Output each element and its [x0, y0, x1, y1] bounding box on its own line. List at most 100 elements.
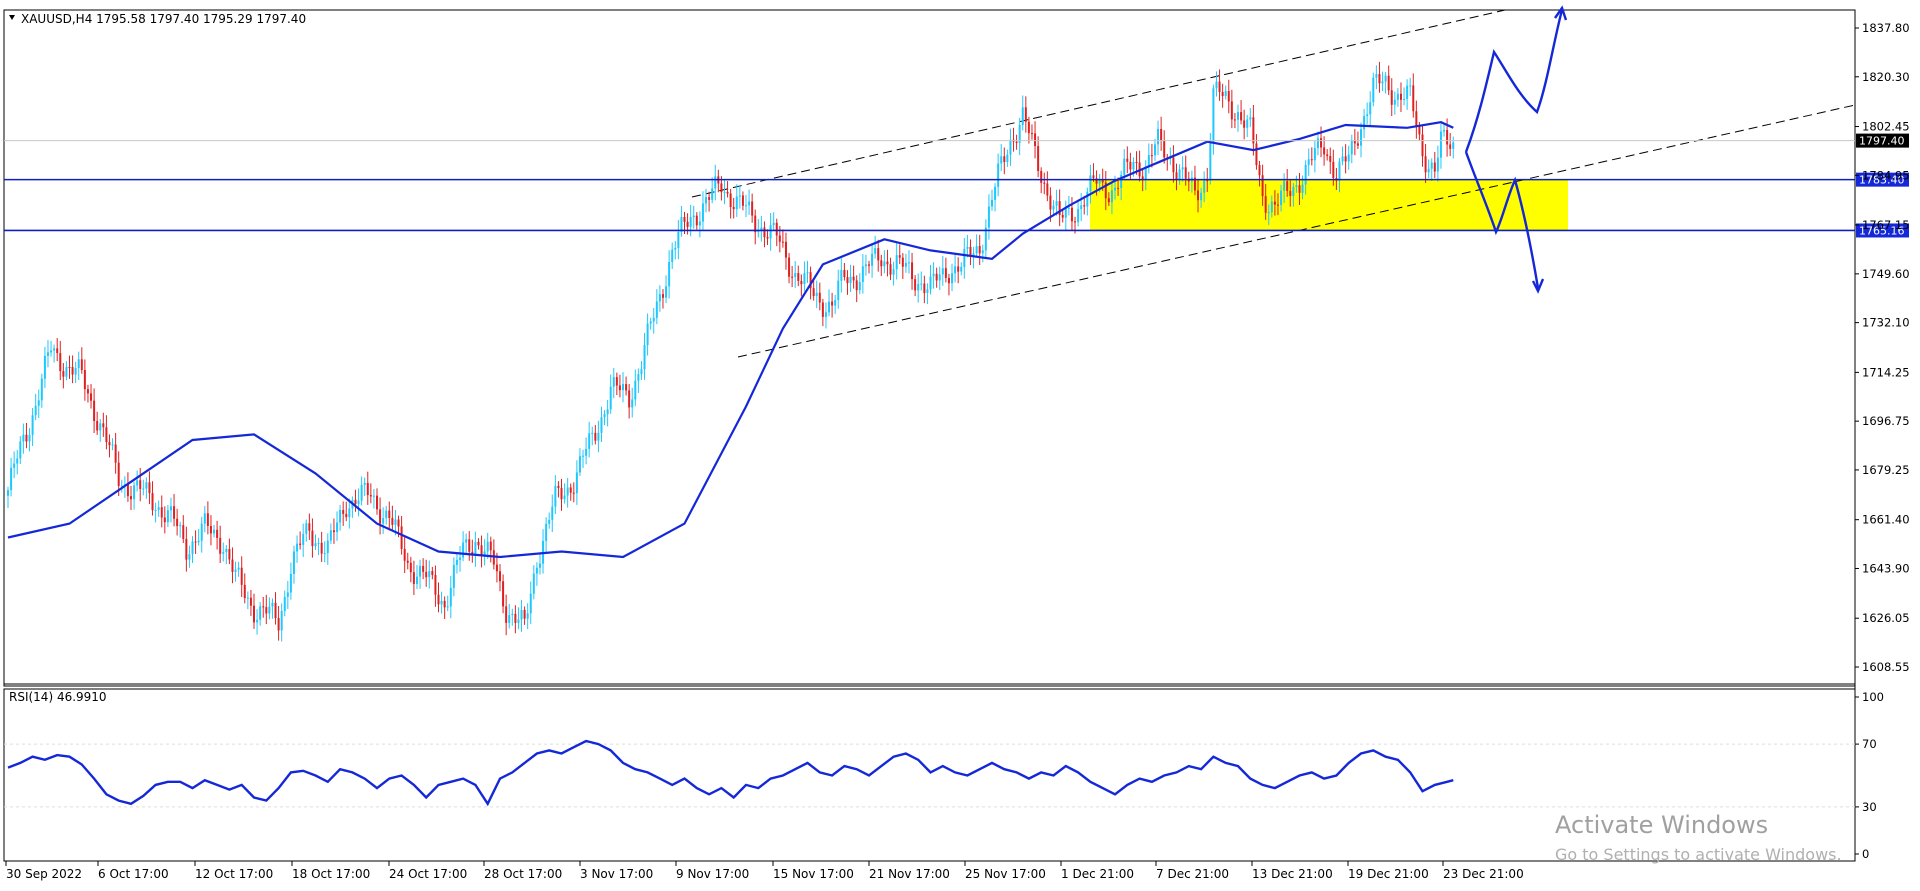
candle [732, 197, 735, 219]
candle-body [13, 463, 16, 468]
candle-body [1415, 111, 1418, 127]
candle-body [274, 602, 277, 619]
candle-body [975, 246, 978, 254]
candle [597, 420, 600, 453]
candle [969, 239, 972, 266]
candle-body [1181, 167, 1184, 170]
candle-body [1221, 91, 1224, 96]
candle-body [105, 427, 108, 443]
candle [868, 260, 870, 274]
candle-body [628, 390, 631, 408]
candle-body [19, 441, 22, 459]
candle-body [120, 485, 123, 487]
date-tick-label: 3 Nov 17:00 [580, 867, 653, 881]
candle [403, 536, 406, 574]
candle-body [283, 596, 286, 612]
candle-body [640, 369, 643, 375]
candle [1316, 131, 1319, 156]
candle-body [1313, 148, 1316, 161]
candle [551, 494, 554, 533]
date-tick-label: 23 Dec 21:00 [1443, 867, 1524, 881]
candle [249, 589, 252, 616]
candle-body [502, 581, 505, 607]
candle [262, 596, 265, 618]
candle [904, 253, 907, 273]
candle-body [56, 348, 59, 354]
candle [701, 191, 704, 230]
candle-body [1375, 74, 1378, 78]
candle [554, 475, 557, 514]
candle [907, 250, 910, 274]
candle [834, 294, 837, 314]
candle-body [59, 353, 62, 372]
candle-body [1209, 142, 1212, 181]
candle [468, 531, 471, 561]
candle-body [649, 321, 652, 324]
candle-body [299, 543, 302, 545]
price-tick-label: 1820.30 [1862, 70, 1910, 84]
candle [219, 525, 222, 564]
candle-body [840, 269, 843, 281]
candle [157, 500, 160, 517]
candle [477, 538, 480, 550]
candle-body [305, 523, 308, 534]
candle [981, 244, 984, 263]
candle-body [557, 485, 560, 488]
candle [1024, 96, 1027, 133]
candle [954, 254, 957, 283]
candle [818, 282, 821, 311]
candle [342, 501, 345, 526]
candle-body [1095, 178, 1098, 184]
candle-body [849, 276, 852, 284]
candle-body [874, 248, 877, 254]
candle-body [766, 237, 769, 239]
candle-body [708, 197, 711, 200]
candle-body [455, 559, 458, 565]
projection-arrows-group [1464, 5, 1568, 294]
candle-body [280, 611, 283, 631]
candle-body [1132, 161, 1135, 170]
candle-body [966, 246, 969, 249]
candle-body [594, 432, 597, 441]
candle-body [1412, 85, 1415, 112]
candle-body [1157, 128, 1160, 145]
candle-body [1243, 120, 1246, 128]
candle [1424, 143, 1427, 184]
candle [31, 407, 34, 447]
candle-body [957, 266, 960, 272]
candle-body [1240, 112, 1243, 121]
candle-body [37, 400, 40, 406]
candle-body [1246, 119, 1249, 128]
candle [831, 292, 834, 318]
candle-body [77, 359, 80, 369]
candle-body [1037, 146, 1040, 171]
candle [200, 516, 203, 553]
date-tick-label: 12 Oct 17:00 [195, 867, 273, 881]
candle [22, 423, 25, 454]
dropdown-triangle-icon[interactable] [9, 15, 15, 20]
candle [1396, 88, 1399, 107]
candle-body [363, 482, 366, 485]
candle [901, 253, 904, 280]
candle-body [582, 455, 585, 457]
candle [311, 518, 314, 558]
candle [508, 603, 511, 629]
candle [505, 594, 508, 636]
candle-body [920, 283, 923, 285]
candle-body [111, 444, 114, 446]
candle [1378, 61, 1381, 93]
candle-body [821, 302, 824, 317]
candle-body [523, 609, 526, 619]
candle-body [852, 276, 855, 281]
candle-body [597, 432, 600, 441]
candle [59, 340, 62, 381]
candle-body [43, 355, 46, 379]
candle [751, 193, 754, 223]
candle [1120, 170, 1123, 201]
candle [726, 181, 729, 198]
candle [68, 355, 71, 379]
candle [50, 340, 53, 357]
candle [409, 556, 412, 583]
